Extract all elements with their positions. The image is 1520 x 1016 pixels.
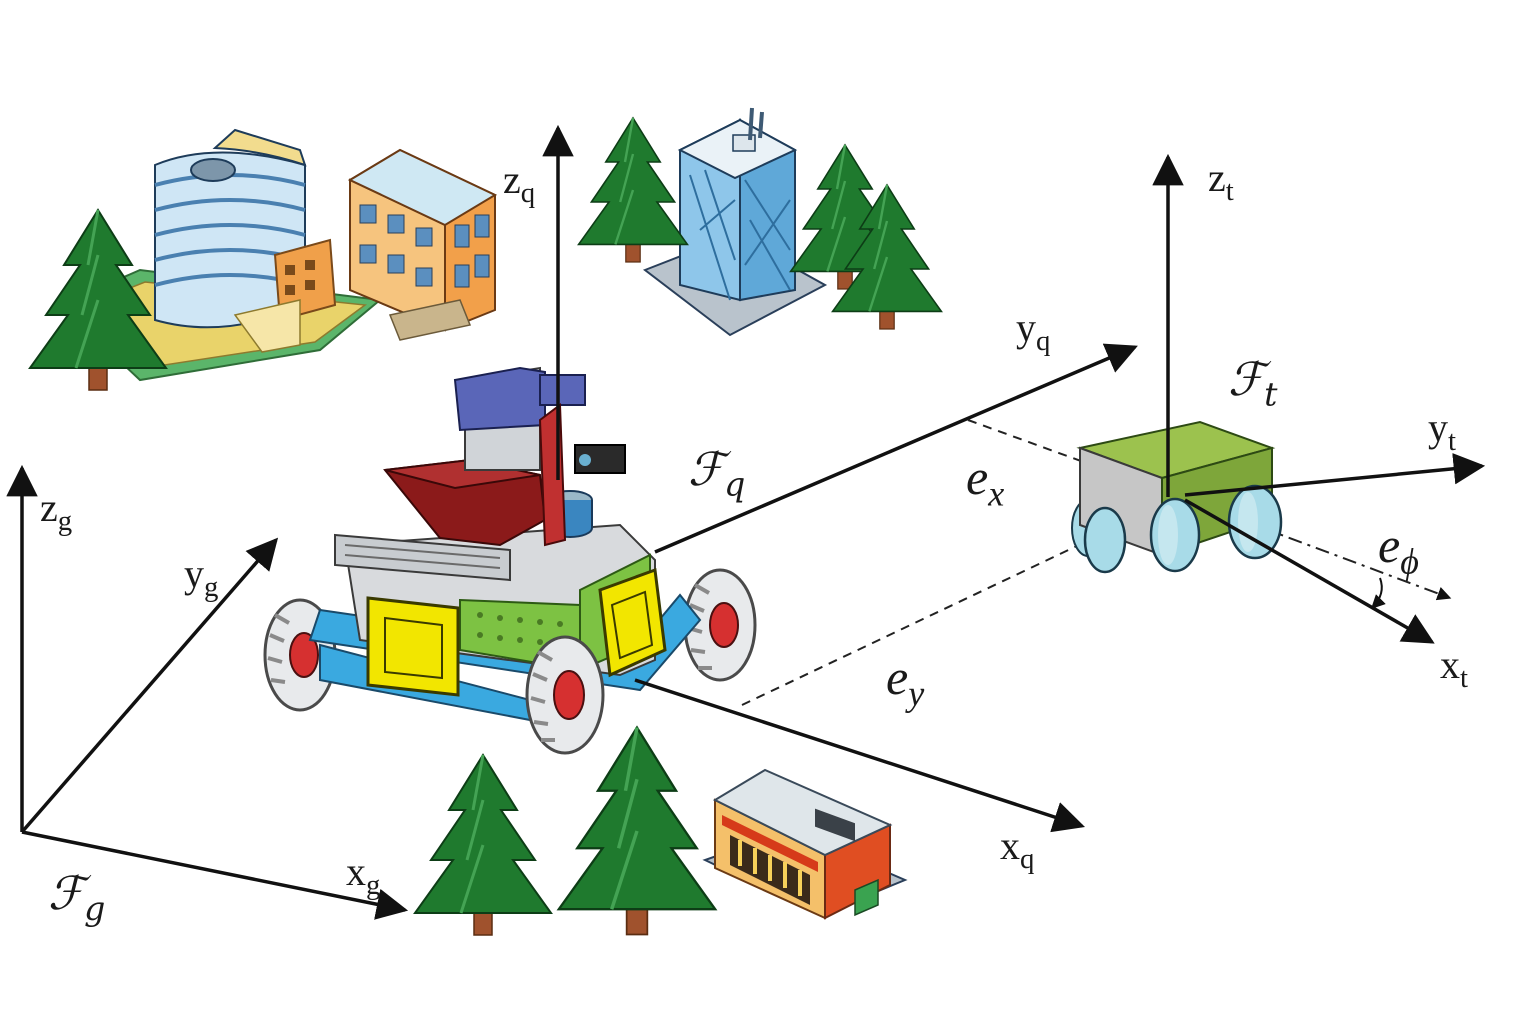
robot-frame-label: ℱq <box>688 442 746 504</box>
robot-rover <box>263 366 757 755</box>
tree-icon <box>413 753 553 937</box>
building-glass-tower <box>642 107 828 337</box>
global-x-label: xg <box>346 849 381 902</box>
tree-icon <box>557 725 717 937</box>
robot-y-label: yq <box>1016 305 1051 358</box>
global-frame-label: ℱg <box>48 866 106 928</box>
target-z-label: zt <box>1208 155 1234 208</box>
error-ey-label: ey <box>886 649 925 714</box>
heading-reference-line <box>1179 496 1452 601</box>
robot-x-axis <box>634 678 1085 833</box>
mecanum-wheel-back-right <box>683 568 757 682</box>
error-ephi-label: eϕ <box>1378 517 1419 582</box>
error-ex-label: ex <box>966 449 1005 514</box>
mecanum-wheel-front-right <box>525 635 605 755</box>
robot-z-label: zq <box>503 157 536 210</box>
global-frame-axes <box>6 464 409 920</box>
global-z-label: zg <box>40 485 73 538</box>
building-apartment <box>347 148 498 341</box>
global-x-axis <box>21 830 409 920</box>
target-y-axis <box>1184 453 1486 497</box>
target-y-label: yt <box>1428 405 1457 458</box>
tree-icon <box>577 116 689 264</box>
ex-projection-line <box>967 419 1181 498</box>
robot-y-axis <box>654 343 1138 554</box>
global-y-label: yg <box>184 551 219 604</box>
target-x-label: xt <box>1440 642 1469 695</box>
global-y-axis <box>20 537 279 834</box>
target-x-axis <box>1184 498 1435 644</box>
target-frame-label: ℱt <box>1228 352 1278 414</box>
robot-frame-axes <box>542 124 1138 833</box>
target-vehicle <box>1071 420 1283 574</box>
heading-error-arc <box>1371 577 1386 609</box>
robot-x-label: xq <box>1000 823 1035 876</box>
building-shop <box>702 768 908 920</box>
target-frame-axes <box>1152 153 1486 644</box>
